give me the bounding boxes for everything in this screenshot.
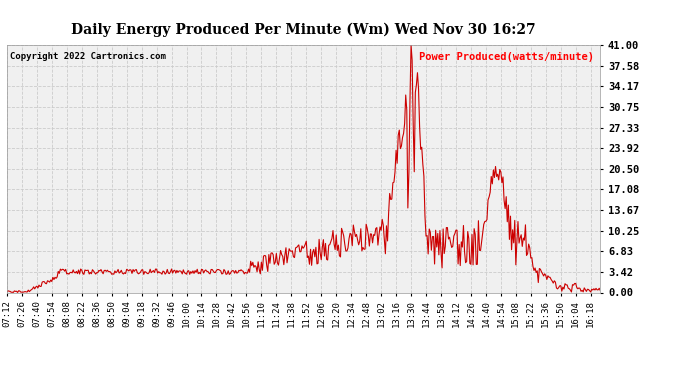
Text: Power Produced(watts/minute): Power Produced(watts/minute) xyxy=(420,53,594,63)
Text: Copyright 2022 Cartronics.com: Copyright 2022 Cartronics.com xyxy=(10,53,166,62)
Text: Daily Energy Produced Per Minute (Wm) Wed Nov 30 16:27: Daily Energy Produced Per Minute (Wm) We… xyxy=(71,22,536,37)
